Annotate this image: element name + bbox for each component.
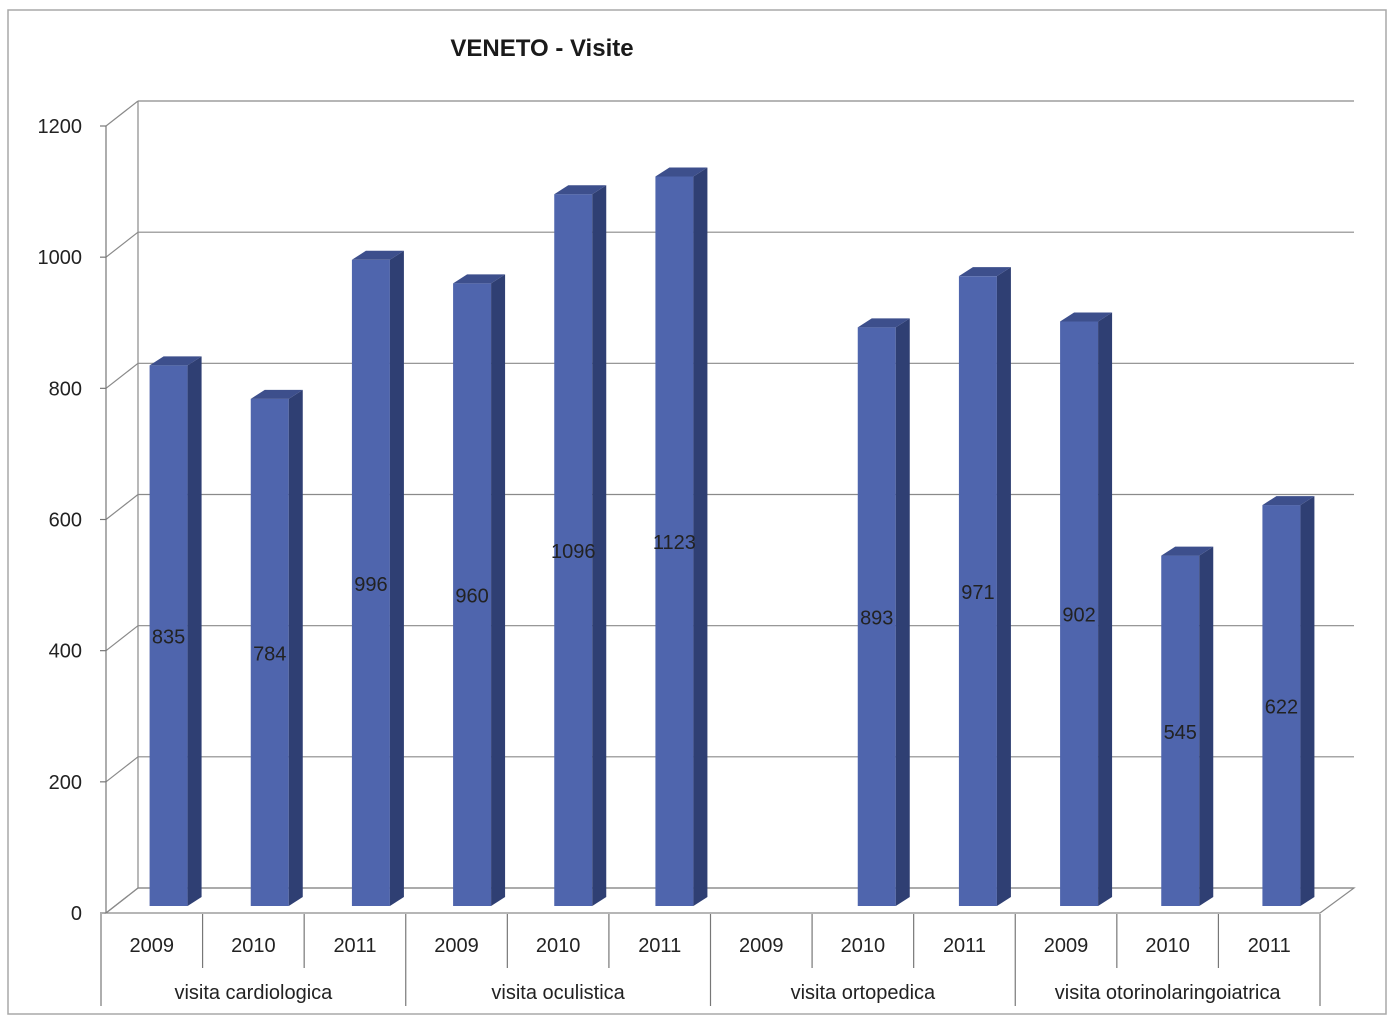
y-tick-label: 1200 xyxy=(38,116,83,138)
group-label: visita ortopedica xyxy=(791,982,936,1004)
x-tick-label: 2010 xyxy=(1145,935,1190,957)
y-tick-label: 400 xyxy=(49,641,82,663)
gridline-depth xyxy=(105,231,139,258)
bar xyxy=(1262,505,1301,906)
bar-side xyxy=(895,318,910,906)
group-label: visita oculistica xyxy=(491,982,625,1004)
bar-side xyxy=(693,167,708,907)
bar xyxy=(655,176,694,907)
y-tick-label: 600 xyxy=(49,510,82,532)
gridline-depth xyxy=(105,625,139,652)
data-label: 893 xyxy=(860,608,893,630)
bar xyxy=(554,194,593,906)
bar xyxy=(1161,555,1200,906)
x-tick-label: 2011 xyxy=(333,935,376,957)
bar-top xyxy=(1060,312,1113,322)
bar-top xyxy=(857,318,910,328)
bar-top xyxy=(655,167,708,177)
y-axis: 0 200 400 600 800 1000 1200 xyxy=(38,116,107,925)
y-tick-label: 1000 xyxy=(38,247,83,269)
bar xyxy=(453,283,492,906)
data-label: 1096 xyxy=(551,541,596,563)
data-label: 835 xyxy=(152,627,185,649)
bar-side xyxy=(389,250,404,907)
bar-side xyxy=(1199,546,1214,906)
bar-top xyxy=(1262,496,1315,506)
bar-top xyxy=(149,356,202,366)
bar xyxy=(149,365,188,907)
bar xyxy=(857,327,896,906)
data-labels: 835 784 996 960 1096 1123 893 971 902 545 622 xyxy=(152,532,1298,744)
data-label: 996 xyxy=(354,574,387,596)
x-tick-label: 2009 xyxy=(130,935,175,957)
chart-title: VENETO - Visite xyxy=(450,35,633,62)
group-label: visita otorinolaringoiatrica xyxy=(1055,982,1282,1004)
bar-side xyxy=(592,185,607,906)
bar-top xyxy=(1161,546,1214,556)
data-label: 971 xyxy=(961,582,994,604)
y-tick-label: 0 xyxy=(71,903,82,925)
gridline-depth xyxy=(105,756,139,783)
y-tick-label: 800 xyxy=(49,378,82,400)
data-label: 960 xyxy=(455,586,488,608)
bar-top xyxy=(958,267,1011,277)
bar-top xyxy=(351,250,404,260)
bar-top xyxy=(554,185,607,195)
bar-side xyxy=(996,267,1011,907)
data-label: 1123 xyxy=(653,532,696,554)
bar xyxy=(1060,321,1099,906)
data-label: 545 xyxy=(1164,722,1197,744)
x-tick-label: 2011 xyxy=(638,935,681,957)
bar-top xyxy=(453,274,506,284)
x-tick-label: 2010 xyxy=(841,935,886,957)
group-label: visita cardiologica xyxy=(174,982,333,1004)
bar-side xyxy=(1300,496,1315,906)
x-tick-label: 2011 xyxy=(1248,935,1291,957)
x-tick-label: 2009 xyxy=(434,935,479,957)
gridlines xyxy=(104,100,1356,914)
data-label: 622 xyxy=(1265,697,1298,719)
x-tick-label: 2009 xyxy=(739,935,784,957)
x-axis-categories: 2009 2010 2011 2009 2010 2011 2009 2010 2011 2009… xyxy=(100,914,1321,1006)
y-tick-label: 200 xyxy=(49,772,82,794)
chart-floor xyxy=(104,887,1356,914)
bar-side xyxy=(187,356,202,907)
data-label: 784 xyxy=(253,643,286,665)
x-tick-label: 2009 xyxy=(1044,935,1089,957)
bar xyxy=(250,398,289,906)
bar xyxy=(958,276,997,907)
bars xyxy=(149,167,1315,907)
bar-top xyxy=(250,389,303,399)
x-tick-label: 2010 xyxy=(536,935,581,957)
gridline-depth xyxy=(105,100,139,127)
bar xyxy=(351,259,390,906)
bar-side xyxy=(491,274,506,906)
gridline-depth xyxy=(105,362,139,389)
x-tick-label: 2010 xyxy=(231,935,276,957)
x-tick-label: 2011 xyxy=(943,935,986,957)
data-label: 902 xyxy=(1062,605,1095,627)
gridline-depth xyxy=(105,494,139,520)
bar-side xyxy=(1098,312,1113,906)
bar-side xyxy=(288,389,303,906)
